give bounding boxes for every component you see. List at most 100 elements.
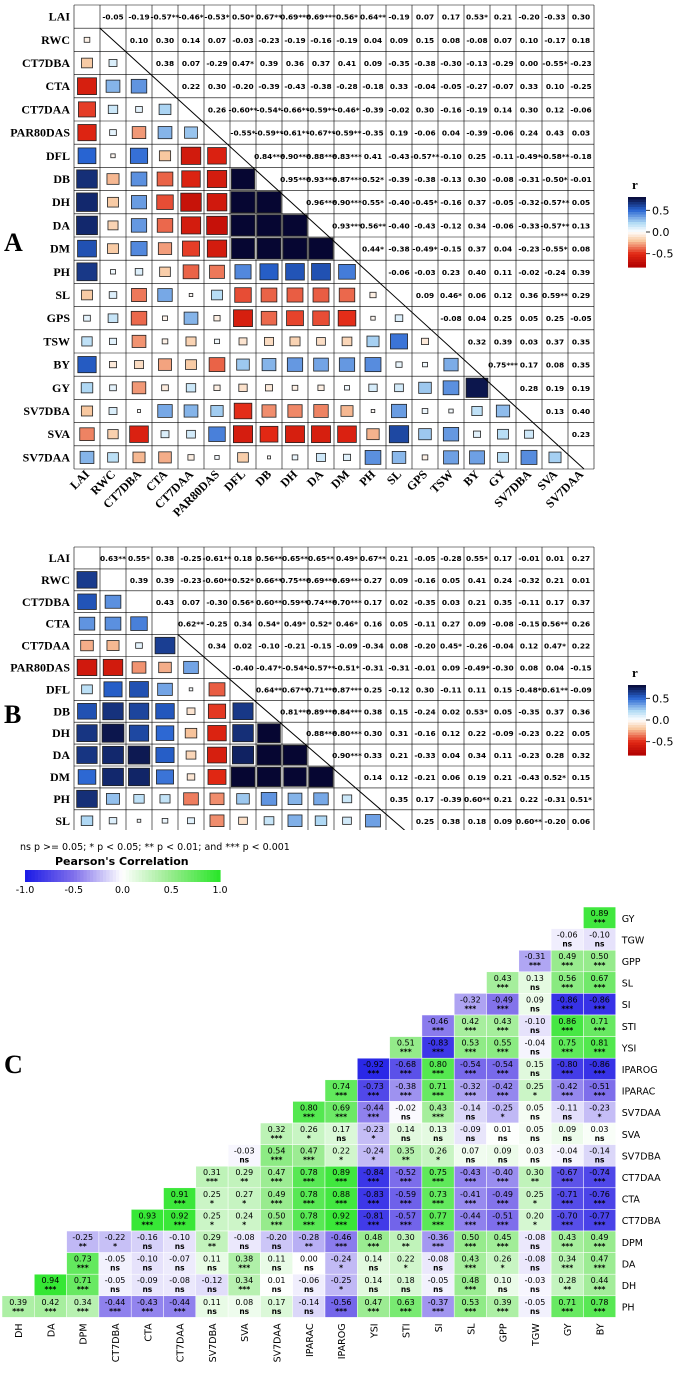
legend-swatch: [628, 222, 646, 226]
correlation-value: -0.13: [466, 59, 487, 68]
significance-mark: ns: [110, 1285, 120, 1294]
correlation-value: 0.25: [468, 152, 486, 161]
significance-mark: ***: [368, 1112, 380, 1121]
correlation-square: [418, 428, 432, 441]
significance-mark: ***: [400, 1199, 412, 1208]
correlation-square: [130, 310, 148, 326]
correlation-square: [180, 192, 202, 212]
correlation-value: 0.38: [156, 554, 174, 563]
correlation-square: [213, 384, 221, 391]
correlation-square: [131, 381, 147, 395]
correlation-value: -0.70: [557, 1211, 578, 1220]
correlation-square: [391, 451, 407, 464]
significance-mark: ns: [239, 1307, 249, 1316]
legend-swatch: [177, 870, 182, 882]
correlation-value: 0.67: [591, 974, 609, 983]
legend-swatch: [203, 870, 208, 882]
correlation-square: [471, 406, 483, 416]
significance-mark: ns: [272, 1242, 282, 1251]
legend-swatch: [210, 870, 215, 882]
correlation-value: 0.93***: [332, 221, 362, 230]
legend-swatch: [109, 870, 114, 882]
correlation-value: -0.08: [525, 1233, 546, 1242]
correlation-value: -0.23: [570, 59, 591, 68]
correlation-square: [421, 454, 429, 461]
column-label: YSI: [369, 1323, 380, 1339]
significance-mark: ns: [562, 1134, 572, 1143]
correlation-value: -0.51: [492, 1211, 513, 1220]
correlation-value: 0.36: [286, 59, 304, 68]
correlation-value: -0.08: [234, 1233, 255, 1242]
correlation-square: [469, 450, 485, 465]
correlation-value: -0.23: [363, 1125, 384, 1134]
correlation-value: 0.71: [558, 1298, 576, 1307]
correlation-value: -0.49: [492, 1190, 513, 1199]
significance-mark: *: [210, 1220, 214, 1229]
legend-swatch: [70, 870, 75, 882]
correlation-value: -0.31: [525, 952, 546, 961]
correlation-value: 0.26: [208, 105, 226, 114]
significance-mark: ***: [464, 1091, 476, 1100]
legend-swatch: [628, 242, 646, 246]
correlation-value: -0.59**: [254, 129, 283, 138]
correlation-value: 0.08: [520, 663, 538, 672]
row-label: CT7DAA: [622, 1173, 661, 1184]
correlation-square: [443, 357, 459, 372]
correlation-value: 0.13: [429, 1125, 447, 1134]
correlation-value: 0.21: [494, 773, 512, 782]
legend-tick-label: -0.5: [64, 885, 83, 896]
correlation-value: 0.07: [182, 59, 200, 68]
significance-mark: ***: [335, 1199, 347, 1208]
correlation-square: [214, 455, 220, 460]
correlation-value: -0.05: [440, 82, 461, 91]
correlation-square: [76, 169, 98, 189]
correlation-value: -0.06: [388, 268, 409, 277]
correlation-value: -0.40: [388, 198, 409, 207]
correlation-value: 0.37: [572, 598, 590, 607]
correlation-value: 0.04: [442, 751, 460, 760]
legend-swatch: [628, 224, 646, 228]
significance-mark: ***: [464, 1242, 476, 1251]
correlation-square: [210, 405, 224, 417]
correlation-square: [102, 745, 124, 765]
significance-mark: *: [242, 1220, 246, 1229]
correlation-value: -0.54*: [256, 105, 281, 114]
correlation-square: [343, 453, 351, 461]
correlation-value: 0.03: [572, 129, 590, 138]
correlation-value: 0.34: [468, 751, 486, 760]
correlation-value: -0.07: [169, 1255, 190, 1264]
legend-swatch: [171, 870, 176, 882]
correlation-square: [261, 404, 277, 418]
correlation-value: 0.04: [442, 129, 460, 138]
correlation-value: -0.67**: [306, 129, 335, 138]
correlation-value: 0.75: [429, 1168, 447, 1177]
significance-mark: ns: [530, 1285, 540, 1294]
row-label: RWC: [41, 33, 70, 47]
correlation-square: [230, 191, 256, 214]
correlation-square: [103, 681, 123, 698]
correlation-square: [524, 429, 534, 439]
correlation-value: -0.11: [518, 598, 539, 607]
correlation-value: -0.16: [440, 105, 461, 114]
correlation-value: -0.24: [414, 707, 435, 716]
legend-swatch: [129, 870, 133, 882]
correlation-value: 0.43: [558, 1233, 576, 1242]
correlation-value: -0.04: [414, 82, 435, 91]
correlation-value: 0.87***: [332, 175, 362, 184]
correlation-value: 0.87***: [332, 685, 362, 694]
legend-swatch: [628, 687, 646, 691]
correlation-value: -0.84: [363, 1168, 384, 1177]
correlation-value: 0.14: [494, 105, 512, 114]
row-label: SI: [622, 1000, 631, 1011]
correlation-square: [388, 425, 410, 444]
correlation-value: 0.17: [268, 1298, 286, 1307]
correlation-value: 0.44: [591, 1276, 609, 1285]
correlation-value: 0.11: [494, 268, 512, 277]
correlation-value: -0.10: [440, 152, 461, 161]
correlation-square: [206, 170, 228, 188]
correlation-value: 0.69***: [332, 576, 362, 585]
correlation-value: -0.35: [414, 598, 435, 607]
correlation-square: [209, 264, 225, 279]
correlation-value: 0.05: [494, 707, 512, 716]
row-label: STI: [622, 1022, 637, 1033]
